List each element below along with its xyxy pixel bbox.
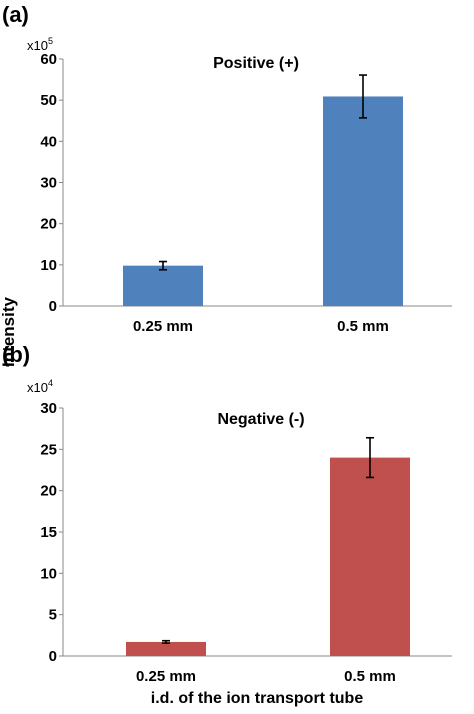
- axis-multiplier: x104: [27, 378, 53, 395]
- bar: [126, 641, 206, 656]
- y-tick-label: 5: [49, 607, 57, 624]
- panel-label: (a): [2, 2, 29, 27]
- x-tick-label: 0.25 mm: [133, 318, 193, 335]
- bar: [330, 457, 410, 656]
- bar: [123, 265, 203, 306]
- y-tick-label: 20: [40, 483, 57, 500]
- axis-multiplier: x105: [27, 36, 53, 53]
- y-tick-label: 0: [49, 298, 57, 315]
- x-tick-label: 0.5 mm: [337, 318, 389, 335]
- y-tick-label: 10: [40, 565, 57, 582]
- y-tick-label: 15: [40, 524, 57, 541]
- panel-b: (b) x104 Negative (-) 0 5 10 15 20 25 30 0.25 m…: [2, 342, 452, 685]
- y-tick-label: 0: [49, 648, 57, 665]
- y-tick-label: 30: [40, 175, 57, 192]
- x-tick-label: 0.5 mm: [344, 668, 396, 685]
- y-tick-label: 20: [40, 216, 57, 233]
- panel-a: (a) x105 Positive (+) 0 10 20 30 40 50 60 0.25 …: [2, 2, 452, 335]
- y-tick-label: 60: [40, 51, 57, 68]
- chart-title: Negative (-): [217, 411, 304, 428]
- y-tick-label: 50: [40, 92, 57, 109]
- y-axis-label: Intensity: [0, 297, 18, 367]
- y-tick-label: 25: [40, 441, 57, 458]
- y-tick-label: 10: [40, 257, 57, 274]
- y-tick-label: 30: [40, 400, 57, 417]
- panel-label: (b): [2, 342, 30, 367]
- y-tick-label: 40: [40, 133, 57, 150]
- bar: [323, 96, 403, 306]
- chart-title: Positive (+): [213, 55, 299, 72]
- x-tick-label: 0.25 mm: [136, 668, 196, 685]
- x-axis-label: i.d. of the ion transport tube: [151, 690, 364, 707]
